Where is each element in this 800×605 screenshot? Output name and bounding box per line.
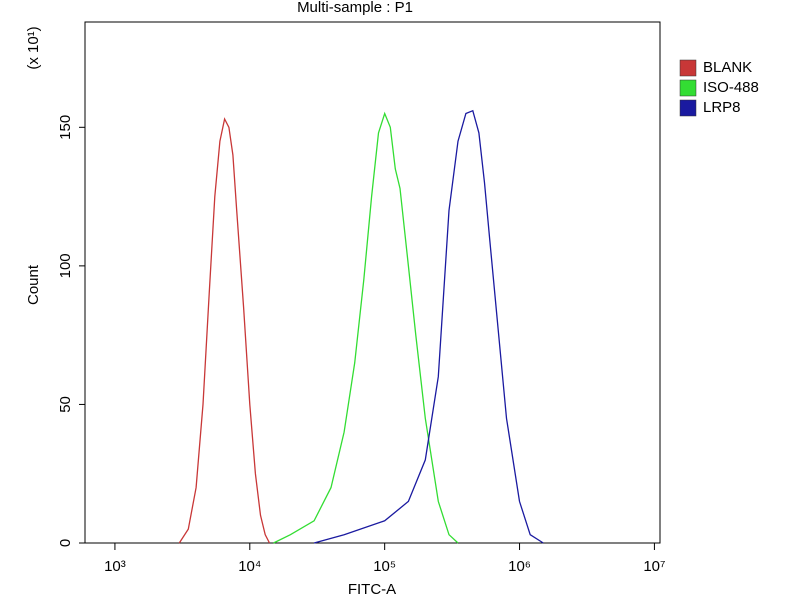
plot-frame — [84, 21, 661, 544]
x-tick-label: 10⁴ — [238, 558, 261, 575]
histogram-line — [273, 111, 459, 544]
x-tick-label: 10⁶ — [508, 558, 531, 575]
y-tick-label: 0 — [57, 539, 74, 547]
legend-swatch — [679, 99, 697, 117]
legend-label: BLANK — [703, 59, 752, 76]
histogram-line — [178, 117, 271, 544]
x-tick-label: 10⁵ — [373, 558, 396, 575]
histogram-line — [313, 109, 544, 544]
y-axis-label: Count — [25, 264, 42, 305]
legend-swatch — [679, 59, 697, 77]
y-tick-label: 100 — [57, 253, 74, 278]
legend-label: ISO-488 — [703, 79, 759, 96]
y-tick-label: 50 — [57, 396, 74, 413]
chart-title: Multi-sample : P1 — [297, 0, 413, 16]
y-tick-label: 150 — [57, 115, 74, 140]
x-tick-label: 10³ — [104, 558, 126, 575]
legend-label: LRP8 — [703, 99, 741, 116]
x-axis-label: FITC-A — [348, 581, 396, 598]
legend-swatch — [679, 79, 697, 97]
x-tick-label: 10⁷ — [643, 558, 665, 575]
y-multiplier: (x 10¹) — [25, 26, 42, 69]
